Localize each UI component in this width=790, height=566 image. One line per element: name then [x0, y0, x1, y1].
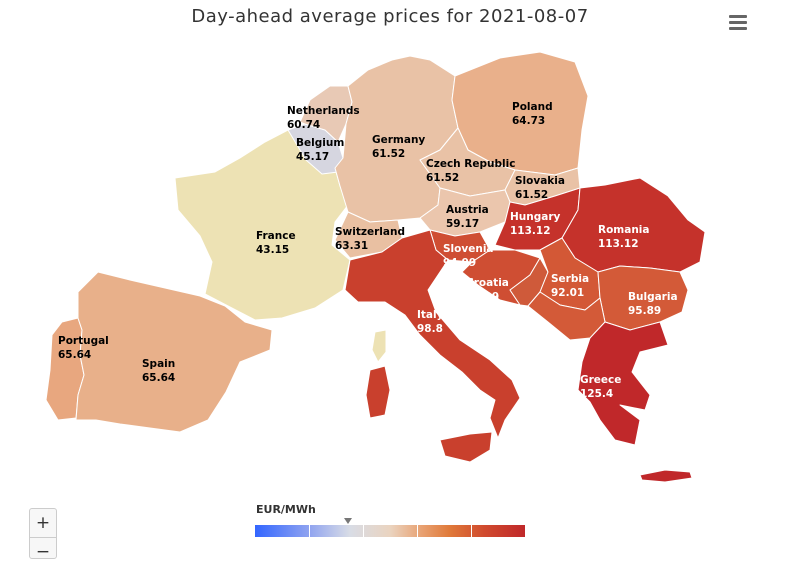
- country-name-spain: Spain: [142, 358, 175, 370]
- country-name-greece: Greece: [580, 374, 621, 386]
- country-price-italy: 98.8: [417, 323, 443, 335]
- region-sicily[interactable]: [439, 431, 493, 463]
- zoom-out-button[interactable]: −: [30, 537, 56, 562]
- region-italy[interactable]: [344, 229, 521, 439]
- region-sardinia[interactable]: [365, 365, 391, 419]
- country-price-portugal: 65.64: [58, 349, 91, 361]
- chart-title: Day-ahead average prices for 2021-08-07: [191, 6, 589, 27]
- country-name-bulgaria: Bulgaria: [628, 291, 678, 303]
- country-name-czech-republic: Czech Republic: [426, 158, 515, 170]
- region-western-balkans[interactable]: [527, 291, 606, 341]
- zoom-control: + −: [29, 508, 57, 562]
- country-name-france: France: [256, 230, 296, 242]
- legend-color-scale: [255, 525, 525, 537]
- country-price-spain: 65.64: [142, 372, 175, 384]
- country-name-netherlands: Netherlands: [287, 105, 360, 117]
- country-price-bulgaria: 95.89: [628, 305, 661, 317]
- zoom-in-button[interactable]: +: [35, 513, 51, 533]
- country-name-poland: Poland: [512, 101, 553, 113]
- country-name-slovenia: Slovenia: [443, 243, 494, 255]
- country-price-france: 43.15: [256, 244, 289, 256]
- region-france[interactable]: [174, 129, 351, 321]
- country-price-hungary: 113.12: [510, 225, 551, 237]
- country-price-czech-republic: 61.52: [426, 172, 459, 184]
- country-price-switzerland: 63.31: [335, 240, 368, 252]
- legend-tick: [363, 525, 364, 537]
- country-price-germany: 61.52: [372, 148, 405, 160]
- country-price-greece: 125.4: [580, 388, 613, 400]
- legend-title: EUR/MWh: [256, 503, 316, 516]
- country-name-hungary: Hungary: [510, 211, 561, 223]
- country-name-romania: Romania: [598, 224, 650, 236]
- region-crete[interactable]: [639, 469, 693, 483]
- country-price-serbia: 92.01: [551, 287, 584, 299]
- country-name-germany: Germany: [372, 134, 425, 146]
- country-name-austria: Austria: [446, 204, 489, 216]
- country-labels: Netherlands 60.74 Belgium 45.17 Germany 61.52…: [58, 101, 678, 400]
- country-name-serbia: Serbia: [551, 273, 589, 285]
- country-name-italy: Italy: [417, 309, 444, 321]
- country-price-romania: 113.12: [598, 238, 639, 250]
- legend-tick: [309, 525, 310, 537]
- country-price-austria: 59.17: [446, 218, 479, 230]
- country-price-belgium: 45.17: [296, 151, 329, 163]
- region-greece[interactable]: [577, 321, 669, 446]
- country-price-slovenia: 94.99: [443, 257, 476, 269]
- country-name-croatia: Croatia: [466, 277, 509, 289]
- country-name-portugal: Portugal: [58, 335, 109, 347]
- europe-price-map: Netherlands 60.74 Belgium 45.17 Germany 61.52…: [45, 51, 706, 483]
- country-price-slovakia: 61.52: [515, 189, 548, 201]
- country-price-netherlands: 60.74: [287, 119, 320, 131]
- legend-marker-icon: [344, 518, 352, 524]
- country-name-switzerland: Switzerland: [335, 226, 405, 238]
- hamburger-menu-icon[interactable]: [727, 12, 749, 32]
- country-name-slovakia: Slovakia: [515, 175, 565, 187]
- legend-tick: [417, 525, 418, 537]
- country-price-croatia: 94.99: [466, 291, 499, 303]
- region-corsica[interactable]: [371, 329, 387, 363]
- country-price-poland: 64.73: [512, 115, 545, 127]
- legend-tick: [471, 525, 472, 537]
- region-spain[interactable]: [75, 271, 273, 433]
- country-name-belgium: Belgium: [296, 137, 344, 149]
